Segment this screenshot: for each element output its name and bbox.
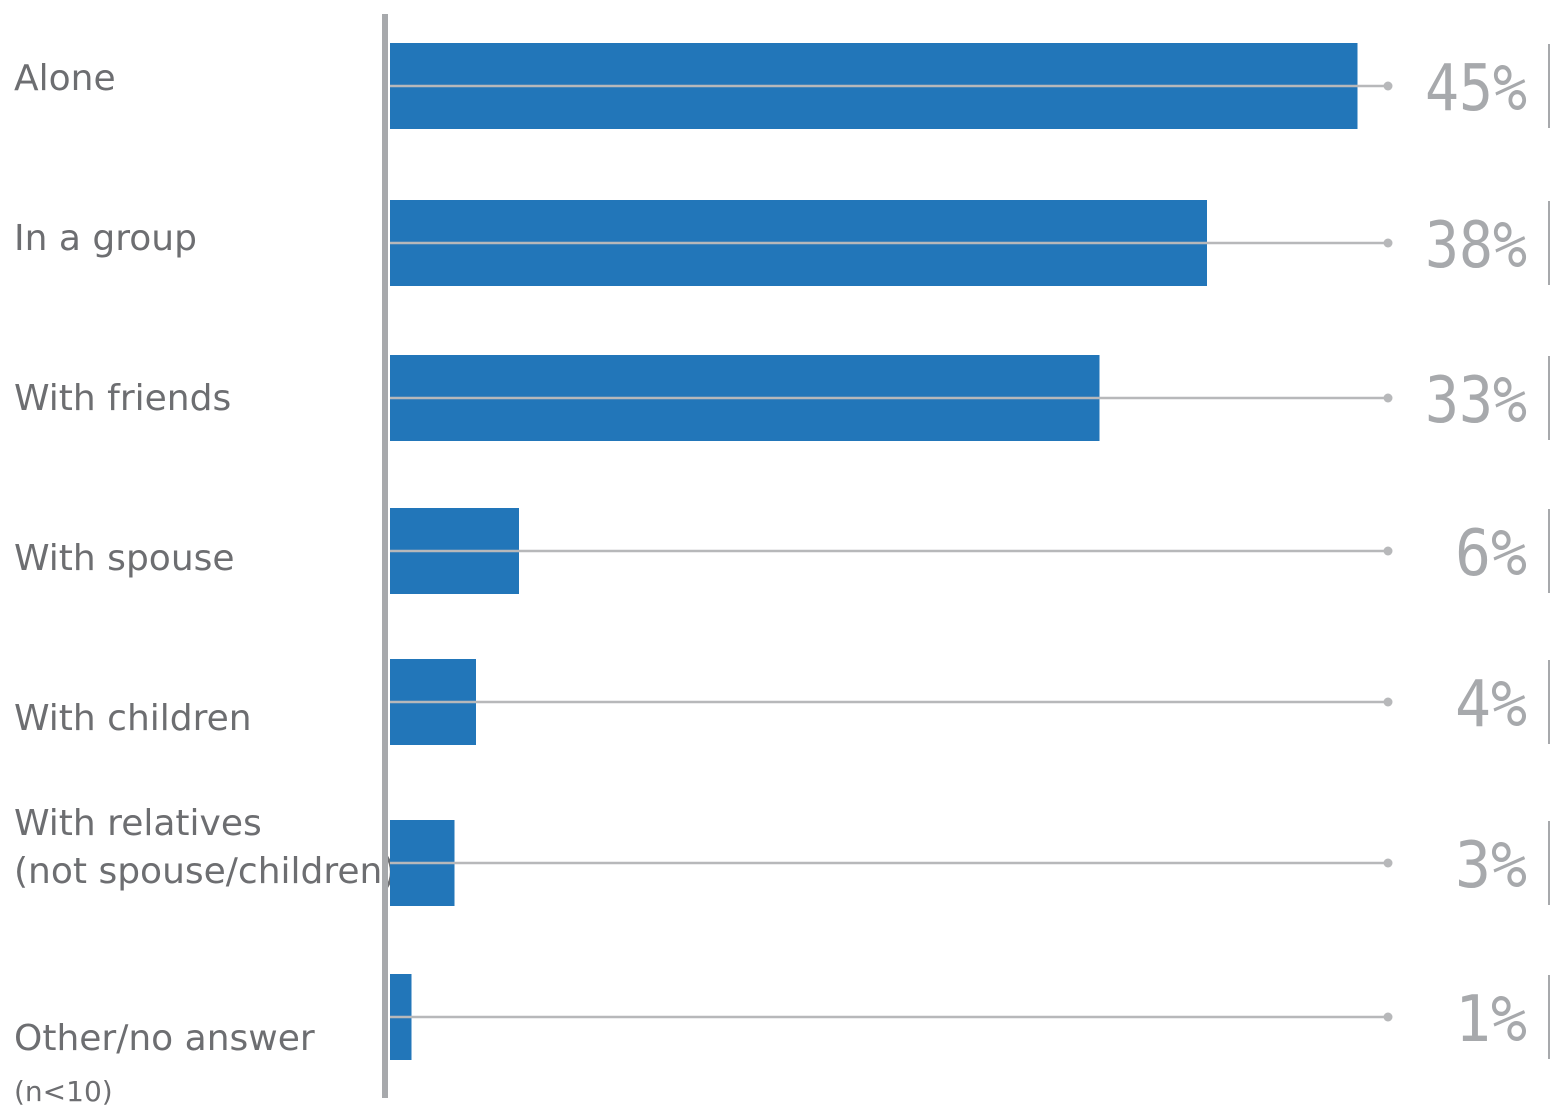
leader-dot-6: [1383, 1012, 1393, 1022]
leader-dot-3: [1383, 546, 1393, 556]
value-label-5: 3%: [1455, 829, 1527, 903]
leader-dot-1: [1383, 238, 1393, 248]
value-label-1: 38%: [1425, 209, 1527, 283]
category-note-6: (n<10): [14, 1075, 113, 1108]
leader-dot-4: [1383, 697, 1393, 707]
category-label-1: In a group: [14, 218, 197, 259]
value-label-6: 1%: [1455, 983, 1527, 1057]
category-label-4: With children: [14, 698, 252, 739]
leader-dot-2: [1383, 393, 1393, 403]
category-label-0: Alone: [14, 58, 116, 99]
category-label-2: With friends: [14, 378, 232, 419]
value-label-0: 45%: [1425, 52, 1527, 126]
category-label-3: With spouse: [14, 538, 235, 579]
value-label-3: 6%: [1455, 517, 1527, 591]
value-label-4: 4%: [1455, 668, 1527, 742]
leader-dot-5: [1383, 858, 1393, 868]
category-label-6: Other/no answer: [14, 1018, 315, 1059]
value-label-2: 33%: [1425, 364, 1527, 438]
leader-dot-0: [1383, 81, 1393, 91]
category-label-5: With relatives (not spouse/children): [14, 803, 397, 892]
